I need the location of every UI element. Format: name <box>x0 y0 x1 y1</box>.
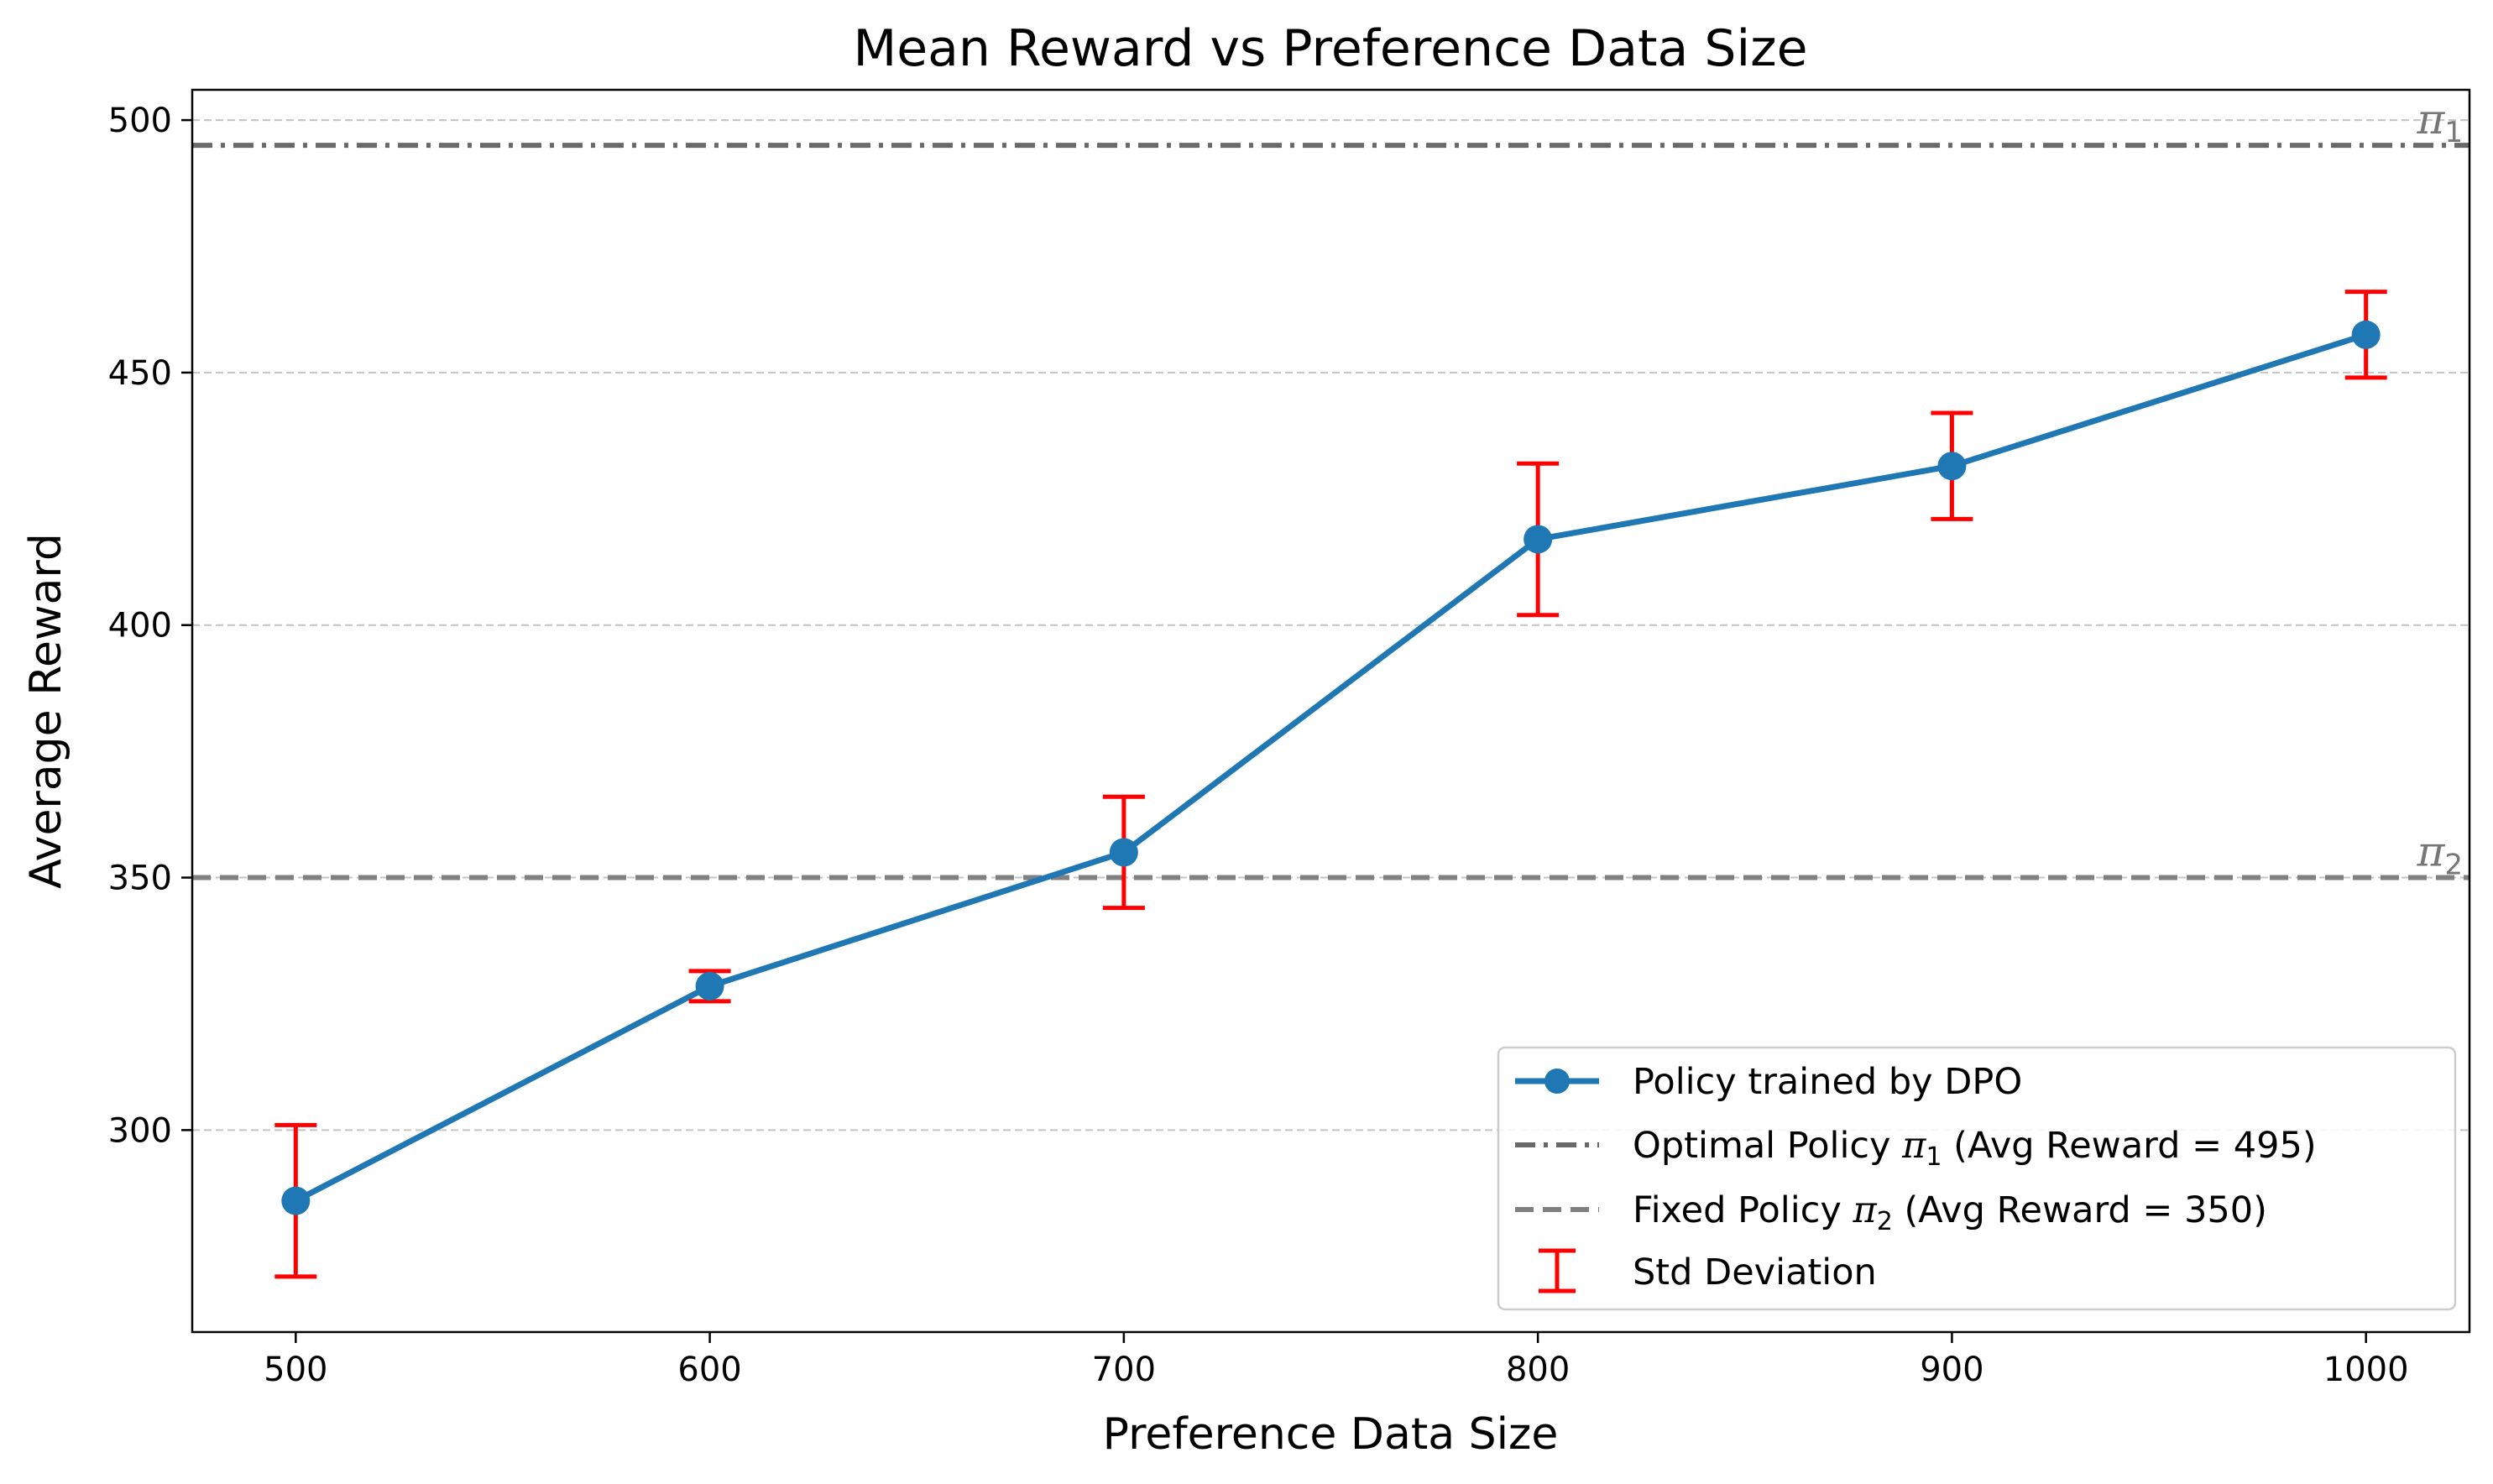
y-tick-label-300: 300 <box>108 1111 172 1150</box>
legend-fixed-policy-sub: 2 <box>1877 1207 1893 1236</box>
chart-title: Mean Reward vs Preference Data Size <box>853 19 1807 78</box>
legend-optimal-policy-sub: 1 <box>1926 1142 1942 1172</box>
legend-fixed-policy-prefix: Fixed Policy <box>1633 1189 1853 1231</box>
legend-entry-std-deviation: Std Deviation <box>1539 1248 1877 1293</box>
y-axis-ticks: 300 350 400 450 500 <box>108 102 192 1150</box>
legend-entry-fixed-policy: Fixed Policy π2 (Avg Reward = 350) <box>1515 1189 2267 1236</box>
legend-fixed-policy-symbol: π <box>1852 1189 1877 1231</box>
x-tick-label-600: 600 <box>677 1351 741 1389</box>
reference-label-sub-pi2: 2 <box>2444 849 2463 882</box>
x-tick-label-700: 700 <box>1092 1351 1156 1389</box>
data-point-600 <box>695 971 724 1001</box>
legend-label-optimal-policy: Optimal Policy π1 (Avg Reward = 495) <box>1633 1125 2317 1172</box>
x-tick-label-800: 800 <box>1506 1351 1570 1389</box>
x-tick-label-1000: 1000 <box>2323 1351 2409 1389</box>
x-axis-ticks: 500 600 700 800 900 1000 <box>264 1332 2409 1389</box>
legend-entry-dpo: Policy trained by DPO <box>1515 1061 2022 1103</box>
reference-label-symbol-pi1: π <box>2416 95 2445 144</box>
reference-label-sub-pi1: 1 <box>2444 116 2463 149</box>
legend-entry-optimal-policy: Optimal Policy π1 (Avg Reward = 495) <box>1515 1125 2317 1172</box>
legend-marker-dpo <box>1544 1069 1570 1094</box>
plot-area-frame <box>191 88 2471 1334</box>
legend-fixed-policy-suffix: (Avg Reward = 350) <box>1893 1189 2267 1231</box>
x-tick-label-500: 500 <box>264 1351 327 1389</box>
series-layer <box>274 290 2387 1279</box>
reference-label-pi2: π2 <box>2416 828 2463 882</box>
legend: Policy trained by DPO Optimal Policy π1 … <box>1497 1046 2457 1311</box>
y-axis-title: Average Reward <box>21 533 71 889</box>
data-point-900 <box>1937 452 1967 481</box>
y-tick-label-450: 450 <box>108 354 172 393</box>
legend-box <box>1497 1046 2457 1311</box>
x-tick-label-900: 900 <box>1920 1351 1983 1389</box>
data-point-500 <box>281 1186 311 1215</box>
reference-label-pi1: π1 <box>2416 95 2463 149</box>
legend-optimal-policy-prefix: Optimal Policy <box>1633 1125 1902 1167</box>
legend-optimal-policy-symbol: π <box>1901 1125 1926 1167</box>
legend-label-std-deviation: Std Deviation <box>1633 1251 1877 1293</box>
data-point-1000 <box>2351 320 2381 349</box>
y-tick-label-400: 400 <box>108 607 172 645</box>
series-line-dpo <box>294 332 2367 1204</box>
legend-label-fixed-policy: Fixed Policy π2 (Avg Reward = 350) <box>1633 1189 2267 1236</box>
y-tick-label-500: 500 <box>108 102 172 140</box>
data-point-800 <box>1524 525 1553 554</box>
y-tick-label-350: 350 <box>108 860 172 898</box>
legend-label-dpo: Policy trained by DPO <box>1633 1061 2022 1103</box>
x-axis-title: Preference Data Size <box>1103 1409 1559 1460</box>
data-point-700 <box>1109 838 1138 867</box>
reference-label-symbol-pi2: π <box>2416 828 2445 876</box>
legend-optimal-policy-suffix: (Avg Reward = 495) <box>1942 1125 2317 1167</box>
